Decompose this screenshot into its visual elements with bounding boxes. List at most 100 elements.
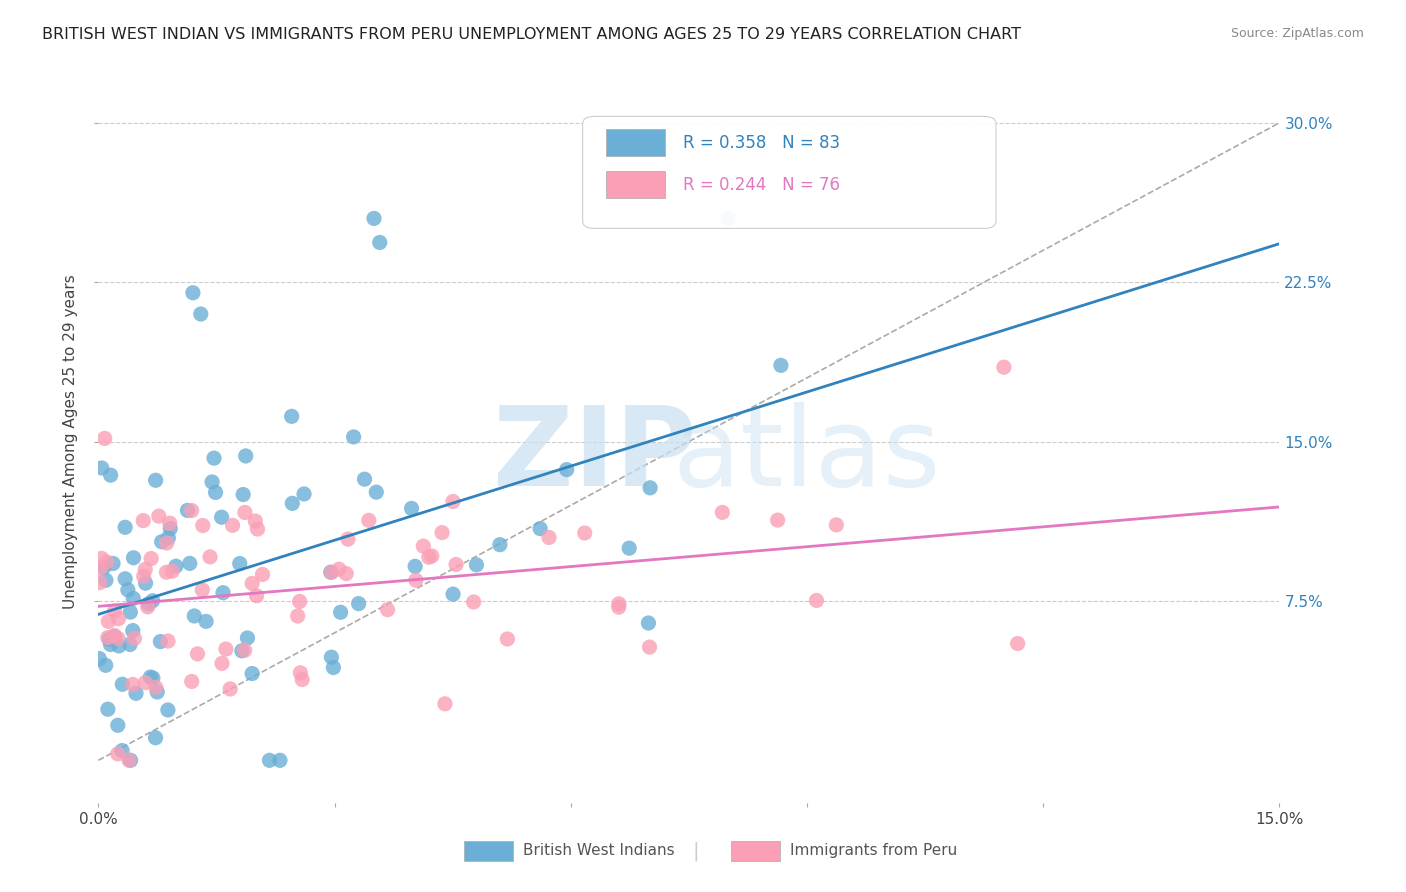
Point <box>269 753 291 767</box>
Point <box>806 593 828 607</box>
Point <box>637 615 659 630</box>
Point <box>420 549 443 563</box>
Point <box>107 747 129 761</box>
Point <box>281 496 304 510</box>
Point <box>104 630 127 644</box>
Text: ZIP: ZIP <box>492 402 696 509</box>
Point <box>146 685 169 699</box>
Point <box>347 597 370 611</box>
Point <box>176 503 198 517</box>
Point <box>89 575 111 590</box>
Point <box>232 487 254 501</box>
Point <box>529 522 551 536</box>
Point <box>104 604 127 618</box>
Point <box>280 409 302 424</box>
Point <box>825 517 848 532</box>
Point <box>555 462 578 476</box>
Point <box>198 549 221 564</box>
Point <box>215 642 238 657</box>
Point <box>132 569 155 583</box>
Point <box>111 743 134 757</box>
Point <box>145 473 167 487</box>
Point <box>89 651 111 665</box>
Point <box>245 514 267 528</box>
Point <box>94 658 117 673</box>
Point <box>145 731 167 745</box>
Point <box>114 520 136 534</box>
Point <box>89 562 111 576</box>
Point <box>321 650 343 665</box>
Point <box>229 557 252 571</box>
Point <box>537 530 560 544</box>
Point <box>717 211 740 226</box>
Point <box>219 681 242 696</box>
Point <box>96 555 118 569</box>
Point <box>156 536 179 550</box>
Point <box>769 359 792 373</box>
Point <box>319 565 342 579</box>
Point <box>118 637 141 651</box>
Point <box>607 600 630 615</box>
Point <box>97 615 120 629</box>
Point <box>322 660 344 674</box>
Point <box>412 539 434 553</box>
Point <box>117 582 139 597</box>
Point <box>155 566 177 580</box>
Point <box>405 573 427 587</box>
Point <box>180 503 202 517</box>
Y-axis label: Unemployment Among Ages 25 to 29 years: Unemployment Among Ages 25 to 29 years <box>63 274 79 609</box>
Point <box>430 525 453 540</box>
Point <box>335 566 357 581</box>
Point <box>638 481 661 495</box>
Point <box>357 513 380 527</box>
Point <box>139 670 162 684</box>
Point <box>201 475 224 489</box>
Point <box>107 612 129 626</box>
Point <box>100 638 122 652</box>
Point <box>183 609 205 624</box>
Point <box>433 697 456 711</box>
Point <box>121 677 143 691</box>
Point <box>202 451 225 466</box>
Point <box>165 559 187 574</box>
Point <box>211 510 233 524</box>
Point <box>150 534 173 549</box>
Point <box>236 631 259 645</box>
Point <box>107 718 129 732</box>
Point <box>100 468 122 483</box>
Point <box>101 557 124 571</box>
Point <box>233 506 256 520</box>
Point <box>141 551 163 566</box>
Point <box>142 593 165 607</box>
Point <box>212 585 235 599</box>
Point <box>93 560 115 574</box>
Point <box>97 702 120 716</box>
FancyBboxPatch shape <box>606 170 665 198</box>
Point <box>607 597 630 611</box>
Point <box>288 594 311 608</box>
Point <box>142 671 165 685</box>
Point <box>240 666 263 681</box>
Point <box>156 634 179 648</box>
Point <box>179 557 201 571</box>
Point <box>259 753 281 767</box>
Point <box>404 559 426 574</box>
Point <box>159 522 181 536</box>
Point <box>122 591 145 606</box>
Point <box>132 514 155 528</box>
Point <box>401 501 423 516</box>
Point <box>211 657 233 671</box>
Point <box>441 587 464 601</box>
Point <box>120 605 142 619</box>
Point <box>329 605 352 619</box>
Point <box>118 753 141 767</box>
Point <box>90 461 112 475</box>
Text: Immigrants from Peru: Immigrants from Peru <box>790 844 957 858</box>
Point <box>463 595 485 609</box>
Text: British West Indians: British West Indians <box>523 844 675 858</box>
Point <box>157 531 180 545</box>
Point <box>159 516 181 531</box>
Point <box>181 285 204 300</box>
Point <box>246 522 269 536</box>
Point <box>489 538 512 552</box>
